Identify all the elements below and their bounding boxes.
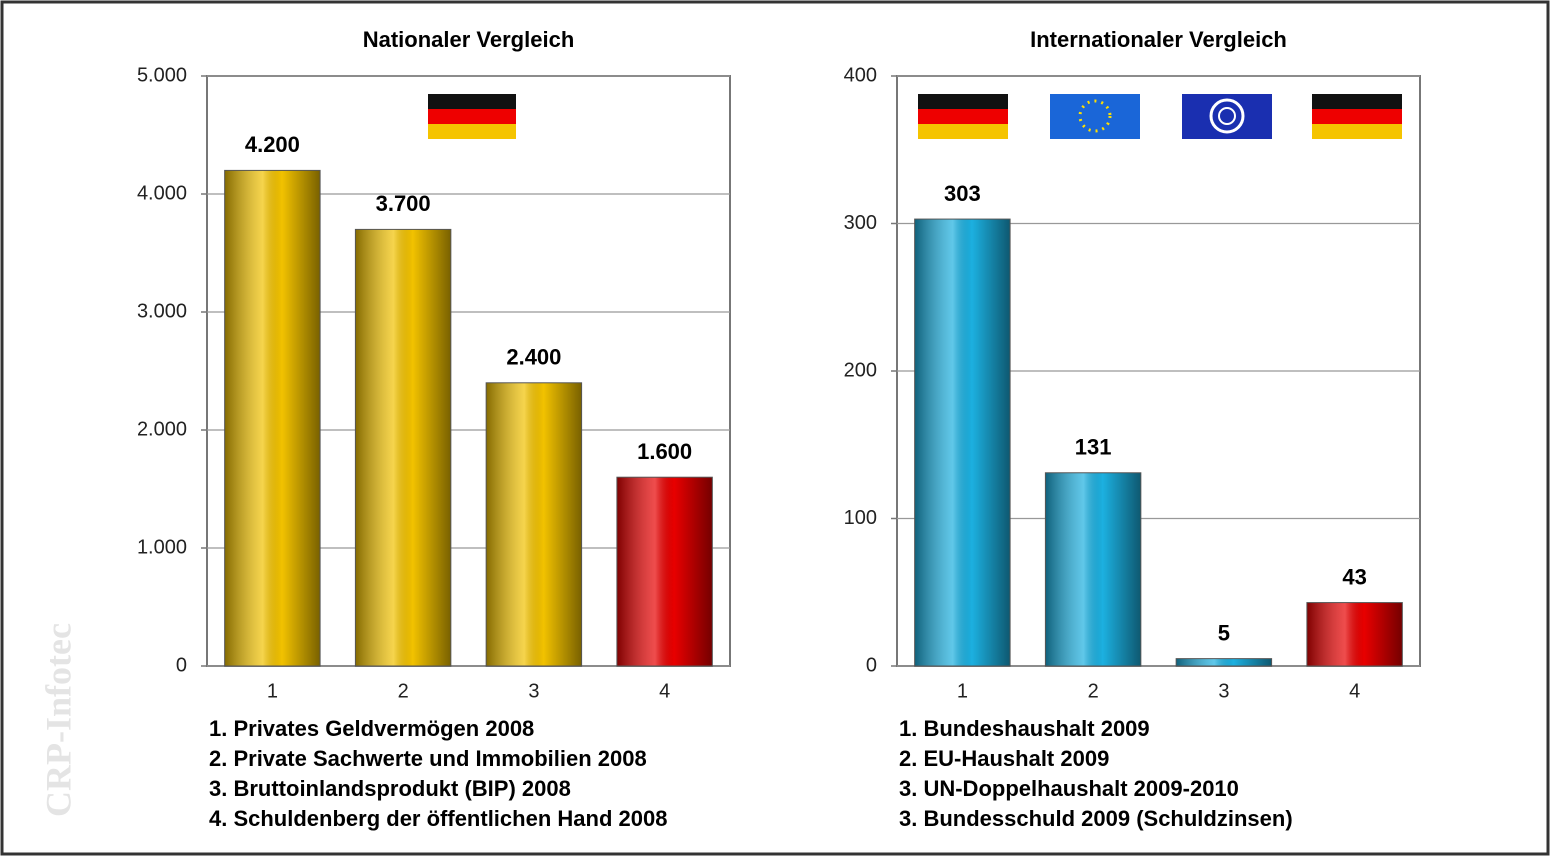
flag-eu (1050, 94, 1140, 139)
legend-note: 2. Private Sachwerte und Immobilien 2008 (209, 746, 647, 771)
value-label: 2.400 (506, 345, 561, 370)
x-tick-label: 2 (1088, 680, 1099, 702)
x-tick-label: 3 (528, 680, 539, 702)
y-tick-label: 3.000 (137, 300, 187, 322)
bar-shade (914, 218, 1011, 667)
y-tick-label: 200 (844, 359, 877, 381)
x-tick-label: 1 (267, 680, 278, 702)
y-tick-label: 400 (844, 64, 877, 86)
flag-germany (918, 94, 1008, 139)
y-tick-label: 5.000 (137, 64, 187, 86)
legend-note: 1. Bundeshaushalt 2009 (899, 716, 1150, 741)
value-label: 1.600 (637, 439, 692, 464)
legend-note: 3. UN-Doppelhaushalt 2009-2010 (899, 776, 1239, 801)
watermark: CRP-Infotec (38, 623, 78, 817)
chart-title: Nationaler Vergleich (363, 27, 575, 52)
x-tick-label: 2 (398, 680, 409, 702)
legend-note: 3. Bruttoinlandsprodukt (BIP) 2008 (209, 776, 571, 801)
y-tick-label: 4.000 (137, 182, 187, 204)
y-tick-label: 0 (866, 654, 877, 676)
bar-shade (224, 169, 321, 667)
x-tick-label: 3 (1218, 680, 1229, 702)
y-tick-label: 100 (844, 507, 877, 529)
flag-germany (428, 94, 516, 139)
value-label: 303 (944, 181, 981, 206)
bar-shade (354, 228, 452, 667)
chart-title: Internationaler Vergleich (1030, 27, 1287, 52)
value-label: 43 (1342, 564, 1366, 589)
y-tick-label: 300 (844, 212, 877, 234)
bar-shade (1044, 472, 1142, 667)
value-label: 3.700 (376, 191, 431, 216)
y-tick-label: 1.000 (137, 536, 187, 558)
legend-note: 4. Schuldenberg der öffentlichen Hand 20… (209, 806, 667, 831)
x-tick-label: 4 (659, 680, 670, 702)
y-tick-label: 0 (176, 654, 187, 676)
bar-shade (485, 382, 583, 667)
bar-shade (1306, 602, 1403, 667)
x-tick-label: 4 (1349, 680, 1360, 702)
flag-germany (1312, 94, 1402, 139)
y-tick-label: 2.000 (137, 418, 187, 440)
flags (428, 94, 1402, 139)
value-label: 4.200 (245, 132, 300, 157)
bar-shade (1175, 658, 1273, 667)
legend-note: 1. Privates Geldvermögen 2008 (209, 716, 534, 741)
legend-note: 2. EU-Haushalt 2009 (899, 746, 1109, 771)
legend-note: 3. Bundesschuld 2009 (Schuldzinsen) (899, 806, 1293, 831)
value-label: 5 (1218, 620, 1230, 645)
x-tick-label: 1 (957, 680, 968, 702)
bar-shade (616, 476, 713, 667)
flag-un (1182, 94, 1272, 139)
value-label: 131 (1075, 435, 1112, 460)
